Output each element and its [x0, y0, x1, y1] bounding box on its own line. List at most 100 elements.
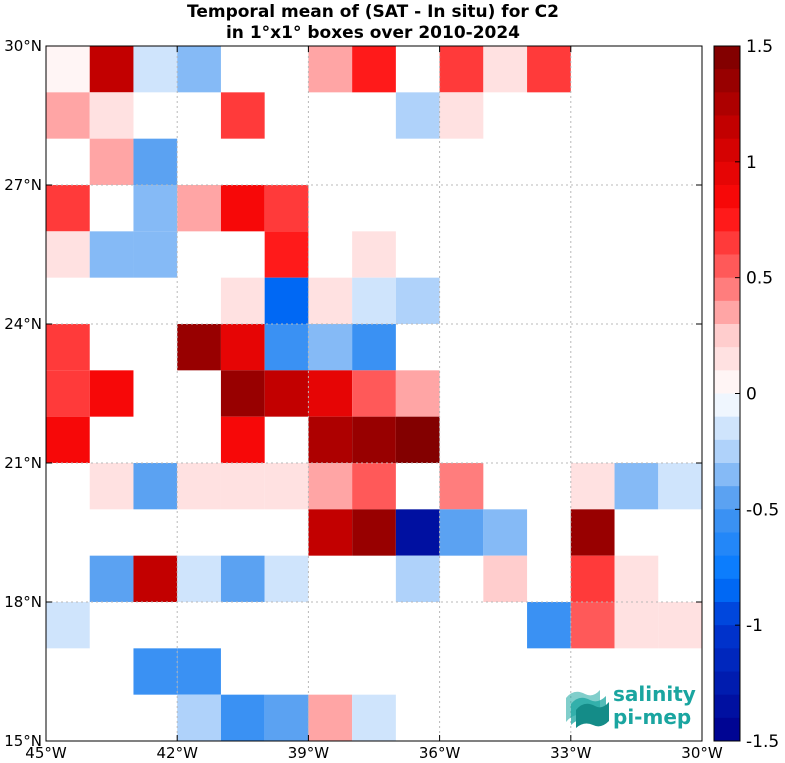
colorbar-tick-label: 1	[746, 153, 757, 173]
logo-text-line-1: salinity	[613, 682, 696, 706]
heatmap-cell	[308, 463, 353, 510]
heatmap-cell	[527, 602, 571, 649]
colorbar-segment	[714, 231, 740, 255]
heatmap-cell	[570, 509, 615, 556]
x-tick-label: 36°W	[419, 744, 461, 762]
heatmap-cell	[220, 185, 265, 232]
x-tick-label: 45°W	[25, 744, 67, 762]
colorbar-segment	[714, 92, 740, 116]
colorbar-segment	[714, 625, 740, 649]
heatmap-cell	[483, 46, 528, 93]
colorbar-segment	[714, 463, 740, 487]
heatmap-cell	[220, 555, 265, 602]
heatmap-cell	[483, 555, 528, 602]
colorbar-tick-label: -0.5	[746, 500, 779, 520]
heatmap-cell	[570, 463, 615, 510]
chart-title-line-1: Temporal mean of (SAT - In situ) for C2	[187, 2, 559, 22]
heatmap-cell	[570, 555, 615, 602]
heatmap-cell	[308, 370, 353, 417]
colorbar-segment	[714, 555, 740, 580]
heatmap-cell	[264, 231, 309, 278]
heatmap-cell	[395, 555, 440, 602]
heatmap-cell	[133, 231, 178, 278]
heatmap-cell	[133, 138, 178, 185]
heatmap-cell	[89, 231, 134, 278]
heatmap-cell	[264, 555, 309, 602]
x-tick-label: 30°W	[681, 744, 723, 762]
heatmap-cell	[352, 370, 396, 417]
colorbar-segment	[714, 532, 740, 557]
colorbar-segment	[714, 347, 740, 371]
heatmap-cell	[220, 416, 265, 463]
heatmap-cell	[264, 277, 309, 324]
heatmap-cell	[177, 648, 221, 695]
heatmap-cell	[177, 555, 221, 602]
heatmap-cell	[264, 463, 309, 510]
colorbar-segment	[714, 46, 740, 70]
heatmap-cell	[220, 694, 265, 741]
heatmap-cell	[352, 694, 396, 741]
y-tick-label: 18°N	[4, 593, 42, 611]
heatmap-cell	[614, 555, 659, 602]
heatmap-cell	[308, 509, 353, 556]
colorbar-tick-label: 0	[746, 385, 757, 405]
salinity-pi-mep-logo: salinity pi-mep	[566, 682, 696, 729]
heatmap-cell	[220, 92, 265, 139]
colorbar-segment	[714, 161, 740, 186]
heatmap-cell	[614, 463, 659, 510]
heatmap-cell	[177, 185, 221, 232]
heatmap-cell	[46, 416, 90, 463]
colorbar-tick-label: 0.5	[746, 269, 773, 289]
heatmap-cell	[89, 463, 134, 510]
heatmap-cell	[220, 324, 265, 371]
heatmap-cell	[220, 370, 265, 417]
x-tick-label: 42°W	[156, 744, 198, 762]
heatmap-cell	[89, 92, 134, 139]
heatmap-cell	[308, 277, 353, 324]
chart-title-line-2: in 1°x1° boxes over 2010-2024	[226, 23, 520, 43]
heatmap-cell	[483, 509, 528, 556]
heatmap-cell	[527, 46, 571, 93]
y-tick-label: 30°N	[4, 37, 42, 55]
x-tick-label: 39°W	[288, 744, 330, 762]
colorbar-segment	[714, 439, 740, 464]
heatmap-cell	[308, 416, 353, 463]
colorbar-segment	[714, 185, 740, 209]
heatmap-cell	[658, 463, 702, 510]
colorbar-segment	[714, 648, 740, 672]
colorbar-segment	[714, 208, 740, 232]
heatmap-cell	[46, 231, 90, 278]
heatmap-cell	[177, 694, 221, 741]
heatmap-cell	[46, 46, 90, 93]
heatmap-cell	[220, 463, 265, 510]
heatmap-cell	[264, 694, 309, 741]
colorbar-segment	[714, 393, 740, 418]
colorbar-segment	[714, 671, 740, 696]
heatmap-cell	[220, 277, 265, 324]
heatmap-cell	[177, 324, 221, 371]
wave-layers-icon	[566, 690, 609, 728]
colorbar-segment	[714, 578, 740, 603]
heatmap-cell	[133, 46, 178, 93]
heatmap-cell	[46, 92, 90, 139]
colorbar-segment	[714, 370, 740, 394]
heatmap-cell	[395, 509, 440, 556]
heatmap-cell	[89, 555, 134, 602]
colorbar-tick-label: -1	[746, 616, 763, 636]
y-tick-label: 15°N	[4, 732, 42, 750]
plot-frame	[45, 45, 703, 742]
heatmap-cell	[46, 370, 90, 417]
heatmap-cell	[177, 46, 221, 93]
heatmap-cell	[133, 463, 178, 510]
heatmap-cell	[352, 509, 396, 556]
heatmap-cell	[89, 370, 134, 417]
heatmap-cell	[352, 231, 396, 278]
heatmap-cell	[439, 509, 484, 556]
heatmap-cell	[352, 324, 396, 371]
heatmap-cell	[46, 185, 90, 232]
heatmap-cell	[352, 416, 396, 463]
colorbar-segment	[714, 324, 740, 348]
heatmap-cell	[133, 555, 178, 602]
colorbar-segment	[714, 717, 740, 742]
